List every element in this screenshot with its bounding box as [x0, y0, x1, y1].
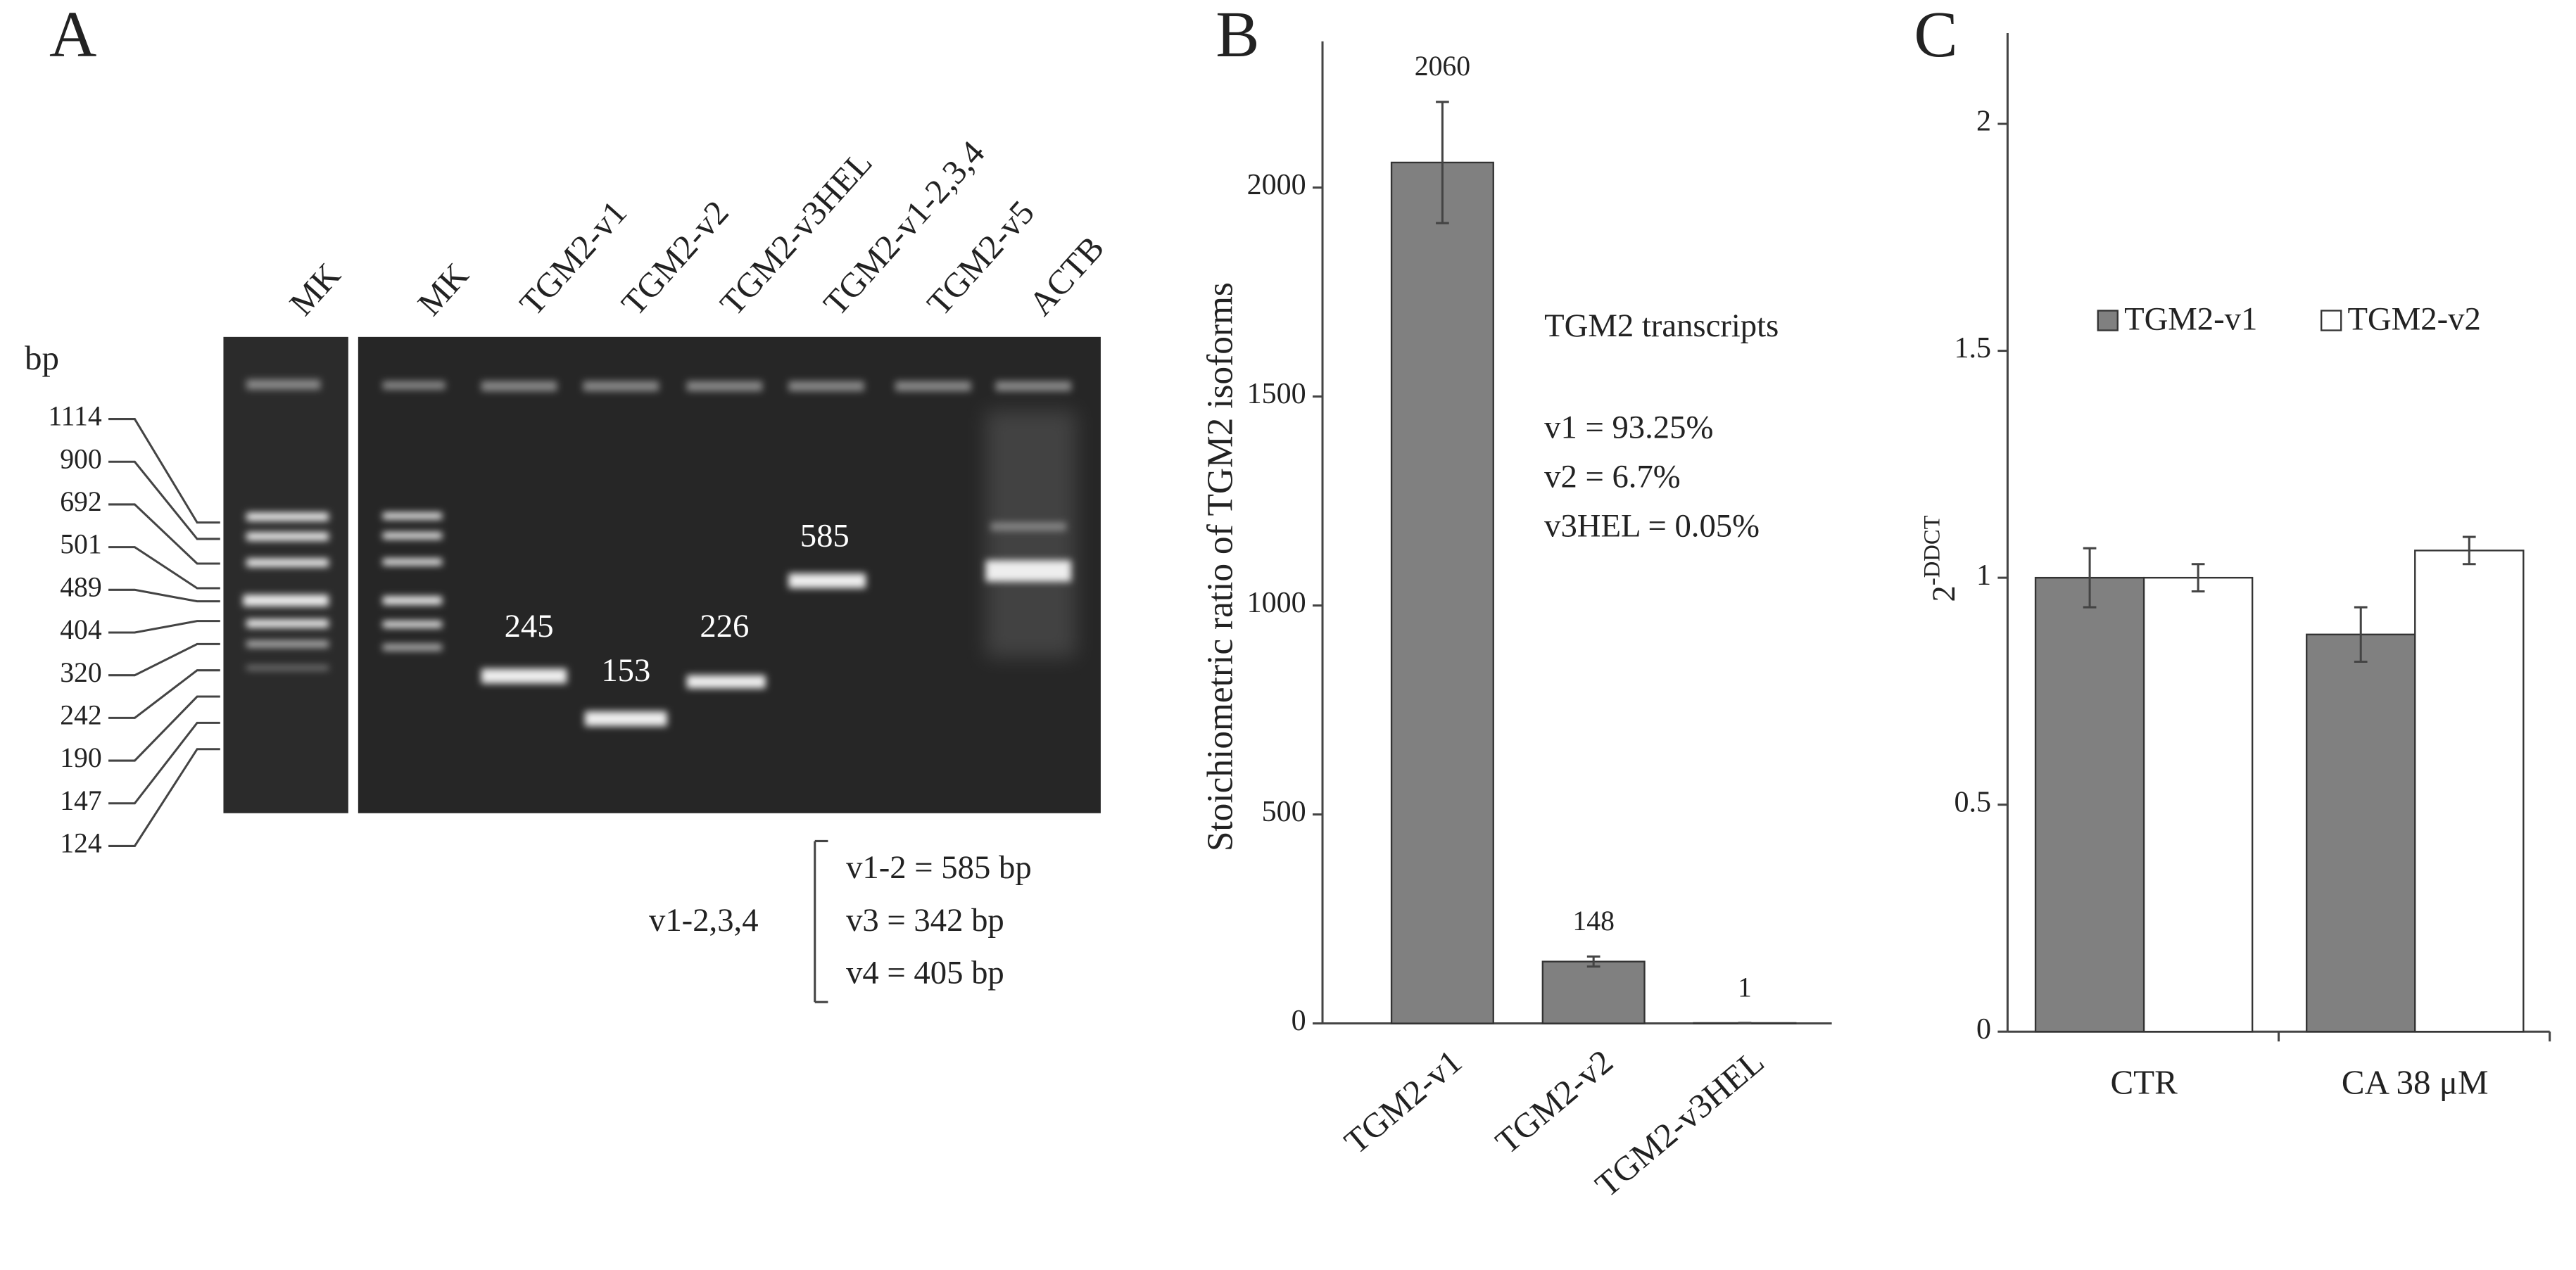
band-label: 585 [800, 518, 850, 554]
bar [2034, 576, 2145, 1033]
panel-label: C [1914, 0, 1957, 71]
annotation: v2 = 6.7% [1544, 459, 1681, 495]
y-tick-label: 2 [1976, 106, 1991, 138]
legend-swatch [2321, 310, 2342, 331]
bar [1541, 960, 1646, 1024]
band-label: 226 [700, 608, 749, 644]
marker-label: 692 [60, 486, 102, 517]
band-label: 245 [505, 608, 554, 644]
value-label: 1 [1738, 972, 1752, 1003]
marker-label: 242 [60, 699, 102, 730]
error-bar [2354, 606, 2368, 663]
wells [246, 379, 1071, 391]
y-tick-label: 1500 [1247, 378, 1306, 410]
leader-line [108, 588, 220, 603]
y-tick-label: 500 [1262, 796, 1306, 828]
lane-label: ACTB [1021, 229, 1111, 323]
y-tick-label: 1 [1976, 559, 1991, 592]
y-tick-label: 2000 [1247, 169, 1306, 201]
error-bar [1586, 955, 1600, 968]
leader-line [108, 669, 220, 719]
leader-line [108, 748, 220, 847]
leader-line [108, 460, 220, 540]
marker-leaders [108, 418, 220, 847]
y-label-superscript: -DDCT [1919, 515, 1945, 585]
legend-swatch [2097, 310, 2119, 331]
x-tick-label: TGM2-v1 [1337, 1042, 1469, 1162]
marker-label: 489 [60, 571, 102, 602]
y-tick-label: 0.5 [1955, 786, 1992, 818]
x-tick-label: CTR [2110, 1062, 2178, 1101]
marker-label: 124 [60, 828, 102, 859]
legend-label: TGM2-v1 [2124, 301, 2257, 338]
error-bar [2462, 535, 2476, 566]
y-axis-label: 2-DDCT [1919, 515, 1962, 602]
value-label: 148 [1572, 906, 1615, 936]
annotation: v1 = 93.25% [1544, 409, 1713, 446]
y-tick-label: 0 [1976, 1013, 1991, 1046]
panel-label: A [49, 0, 96, 71]
bar [2306, 633, 2416, 1033]
lane-label: MK [410, 255, 476, 322]
y-tick-label: 1.5 [1955, 332, 1992, 364]
lane-label: MK [282, 255, 348, 322]
leader-line [108, 620, 220, 634]
gel [223, 336, 1101, 813]
y-axis-label: Stoichiometric ratio of TGM2 isoforms [1201, 282, 1241, 851]
marker-label: 320 [60, 657, 102, 688]
bands [243, 512, 1071, 727]
unit-label: bp [25, 338, 59, 377]
marker-label: 404 [60, 614, 102, 645]
leader-line [108, 503, 220, 565]
value-label: 2060 [1415, 51, 1470, 82]
y-tick-label: 0 [1292, 1005, 1306, 1037]
x-tick-label: TGM2-v2 [1488, 1042, 1620, 1162]
error-bar [1436, 101, 1449, 224]
marker-label: 501 [60, 529, 102, 560]
leader-line [108, 546, 220, 590]
marker-label: 147 [60, 785, 102, 816]
annotation: v3HEL = 0.05% [1544, 508, 1760, 545]
lane-label: TGM2-v2 [614, 193, 736, 322]
leader-line [108, 418, 220, 524]
bracket-line: v3 = 342 bp [846, 902, 1004, 939]
marker-label: 190 [60, 742, 102, 773]
band-label: 153 [601, 652, 650, 689]
leader-line [108, 695, 220, 762]
x-tick-label: CA 38 μM [2342, 1062, 2489, 1101]
y-label-base: 2 [1926, 585, 1962, 602]
bracket-line: v1-2 = 585 bp [846, 849, 1032, 886]
marker-gel [223, 336, 348, 813]
bar [2414, 550, 2525, 1033]
bar [1390, 161, 1494, 1024]
lane-label: TGM2-v1 [512, 193, 634, 322]
panel-label: B [1216, 0, 1259, 71]
smear [985, 410, 1076, 658]
marker-label: 900 [60, 443, 102, 474]
bracket-line: v4 = 405 bp [846, 955, 1004, 991]
leader-line [108, 721, 220, 805]
main-gel [358, 336, 1101, 813]
bar [2142, 576, 2254, 1033]
bracket-label: v1-2,3,4 [649, 902, 759, 939]
annotation: TGM2 transcripts [1544, 307, 1779, 344]
error-bar [2191, 563, 2205, 592]
legend-label: TGM2-v2 [2348, 301, 2481, 338]
y-tick-label: 1000 [1247, 587, 1306, 619]
marker-label: 1114 [48, 401, 102, 432]
leader-line [108, 642, 220, 677]
error-bar [2083, 547, 2097, 609]
